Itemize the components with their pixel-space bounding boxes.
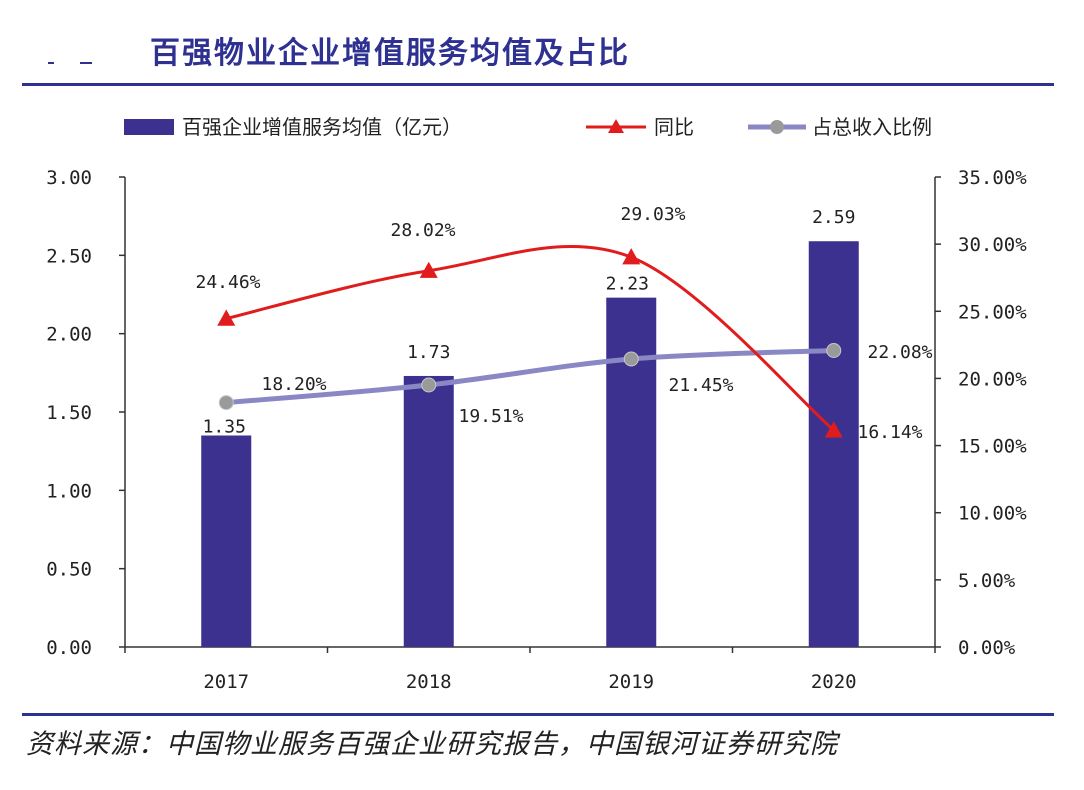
yoy-line (225, 245, 835, 432)
left-axis-tick-label: 0.00 (46, 637, 92, 659)
legend-marker-share (770, 120, 784, 134)
bar (808, 241, 859, 647)
left-axis-tick-label: 3.00 (46, 167, 92, 189)
yoy-data-label: 29.03% (620, 204, 685, 225)
right-axis-tick-label: 35.00% (958, 167, 1027, 189)
left-axis-tick-label: 1.00 (46, 480, 92, 502)
legend-swatch-bar (124, 119, 174, 135)
legend-label-bar: 百强企业增值服务均值（亿元） (182, 115, 462, 139)
yoy-data-label: 16.14% (857, 422, 922, 443)
share-line (226, 347, 834, 406)
right-axis-tick-label: 5.00% (958, 570, 1016, 592)
header-decoration (80, 62, 92, 64)
bar-data-label: 1.35 (203, 417, 246, 438)
x-axis-tick-label: 2017 (203, 671, 249, 693)
bar (403, 375, 454, 647)
legend-marker-yoy (608, 119, 624, 133)
right-axis-tick-label: 0.00% (958, 637, 1016, 659)
x-axis-tick-label: 2020 (811, 671, 857, 693)
right-axis-tick-label: 25.00% (958, 301, 1027, 323)
yoy-point (419, 261, 438, 278)
share-point (826, 342, 842, 358)
yoy-point (217, 309, 236, 326)
share-point (421, 377, 437, 393)
share-point (623, 351, 639, 367)
bar-data-label: 2.23 (606, 274, 649, 295)
x-axis-tick-label: 2018 (406, 671, 452, 693)
share-data-label: 18.20% (261, 374, 326, 395)
share-data-label: 22.08% (867, 342, 932, 363)
left-axis-tick-label: 2.00 (46, 324, 92, 346)
left-axis-tick-label: 0.50 (46, 559, 92, 581)
legend-label-share: 占总收入比例 (812, 115, 932, 139)
bar-data-label: 2.59 (812, 207, 855, 228)
share-point (218, 395, 234, 411)
source-note: 资料来源：中国物业服务百强企业研究报告，中国银河证券研究院 (26, 729, 838, 760)
share-data-label: 19.51% (458, 406, 523, 427)
yoy-point (622, 248, 641, 265)
page-title: 百强物业企业增值服务均值及占比 (150, 36, 630, 71)
yoy-data-label: 24.46% (195, 272, 260, 293)
bar (606, 297, 657, 647)
right-axis-tick-label: 20.00% (958, 368, 1027, 390)
yoy-point (824, 421, 843, 438)
bar (201, 435, 252, 647)
right-axis-tick-label: 10.00% (958, 503, 1027, 525)
yoy-data-label: 28.02% (390, 220, 455, 241)
left-axis-tick-label: 1.50 (46, 402, 92, 424)
right-axis-tick-label: 15.00% (958, 436, 1027, 458)
right-axis-tick-label: 30.00% (958, 234, 1027, 256)
header-decoration (48, 62, 54, 64)
bar-data-label: 1.73 (407, 342, 450, 363)
header-divider (22, 83, 1054, 86)
left-axis-tick-label: 2.50 (46, 245, 92, 267)
x-axis-tick-label: 2019 (608, 671, 654, 693)
footer-divider (22, 713, 1054, 716)
share-data-label: 21.45% (668, 375, 733, 396)
legend-label-yoy: 同比 (654, 115, 694, 139)
